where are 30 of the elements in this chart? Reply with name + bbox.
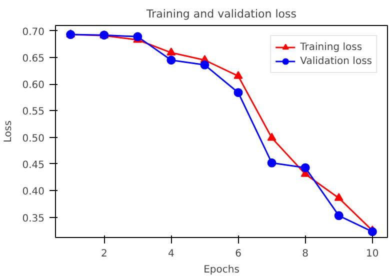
point	[368, 227, 377, 236]
point	[133, 32, 142, 42]
y-tick-label: 0.45	[22, 160, 44, 171]
chart-title: Training and validation loss	[146, 8, 297, 20]
point	[200, 60, 210, 70]
point	[300, 163, 310, 172]
y-axis-title: Loss	[3, 120, 14, 142]
y-tick-label: 0.70	[22, 26, 44, 38]
y-tick-label: 0.65	[22, 53, 44, 64]
point	[234, 70, 243, 79]
point	[334, 211, 344, 220]
x-tick-label: 4	[168, 248, 174, 260]
x-tick-label: 6	[235, 248, 242, 260]
point	[334, 192, 344, 201]
x-tick-label: 10	[366, 248, 379, 260]
point	[267, 132, 276, 141]
legend-label: Training loss	[300, 40, 362, 54]
legend-label: Validation loss	[300, 54, 372, 68]
y-tick-label: 0.60	[22, 80, 44, 92]
y-tick-label: 0.55	[22, 106, 44, 118]
point	[166, 56, 176, 65]
x-tick-label: 8	[302, 248, 309, 260]
y-tick-label: 0.40	[22, 186, 44, 198]
point	[267, 158, 276, 168]
point	[234, 88, 243, 98]
point	[166, 48, 176, 56]
y-tick-label: 0.50	[22, 133, 44, 144]
x-axis-title: Epochs	[204, 264, 240, 276]
x-tick-label: 2	[100, 248, 108, 260]
y-tick-label: 0.35	[22, 213, 44, 224]
